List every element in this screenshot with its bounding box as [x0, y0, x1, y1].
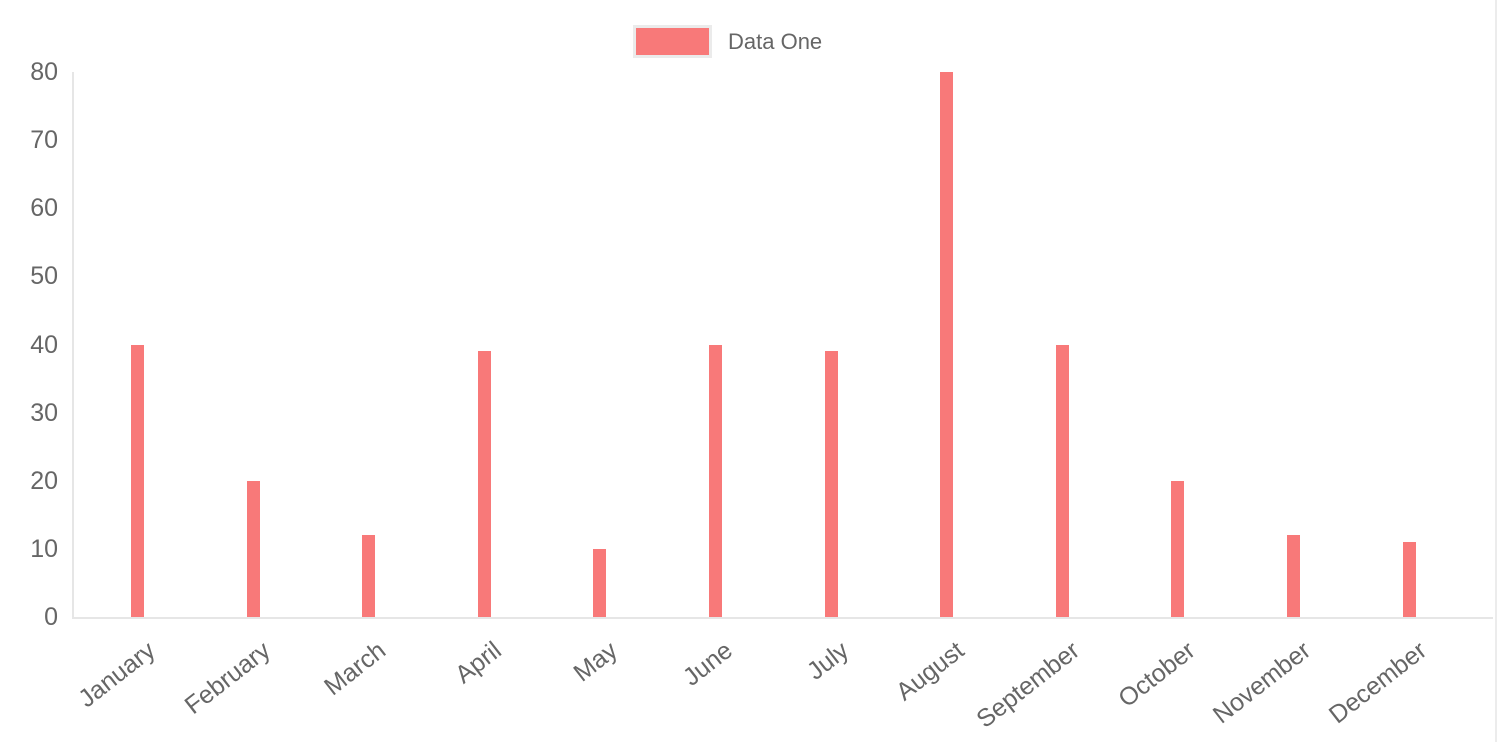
legend-swatch: [633, 25, 712, 58]
right-edge-line: [1495, 0, 1497, 742]
x-axis-tick-label-september: September: [971, 636, 1085, 734]
x-axis-baseline: [72, 617, 1493, 619]
y-axis-tick-label: 0: [44, 603, 58, 631]
y-axis-tick-label: 70: [30, 126, 58, 155]
y-axis-tick-label: 50: [30, 262, 58, 291]
y-axis-tick-label: 80: [30, 58, 58, 86]
bar-june[interactable]: [709, 344, 722, 617]
y-axis-tick-label: 10: [30, 534, 58, 563]
x-axis-tick-label-october: October: [1113, 636, 1201, 714]
x-axis-tick-label-june: June: [678, 636, 739, 692]
y-axis-tick-label: 60: [30, 194, 58, 223]
bar-october[interactable]: [1171, 480, 1185, 617]
bar-february[interactable]: [246, 480, 260, 617]
bar-september[interactable]: [1055, 344, 1069, 617]
x-axis-tick-label-july: July: [801, 636, 854, 686]
x-axis-tick-label-november: November: [1208, 636, 1317, 730]
bar-april[interactable]: [477, 351, 491, 617]
x-axis-tick-label-december: December: [1323, 636, 1432, 730]
x-axis-tick-label-january: January: [72, 636, 161, 714]
bar-august[interactable]: [940, 72, 954, 617]
bar-january[interactable]: [131, 344, 144, 617]
bar-november[interactable]: [1287, 535, 1300, 617]
y-axis-line: [72, 72, 74, 617]
legend-item-data-one[interactable]: Data One: [633, 25, 822, 58]
bar-march[interactable]: [362, 535, 376, 617]
x-axis-tick-label-april: April: [450, 636, 507, 690]
bar-july[interactable]: [824, 351, 838, 617]
x-axis-tick-label-march: March: [319, 636, 392, 702]
y-axis-tick-label: 40: [30, 330, 58, 359]
x-axis-tick-label-august: August: [890, 636, 970, 707]
y-axis-tick-label: 30: [30, 398, 58, 427]
y-axis-tick-label: 20: [30, 466, 58, 495]
bar-may[interactable]: [593, 548, 607, 617]
legend-label: Data One: [728, 29, 823, 54]
bar-december[interactable]: [1402, 542, 1416, 617]
x-axis-tick-label-may: May: [568, 636, 623, 688]
x-axis-tick-label-february: February: [179, 636, 276, 720]
legend: Data One: [633, 25, 822, 58]
